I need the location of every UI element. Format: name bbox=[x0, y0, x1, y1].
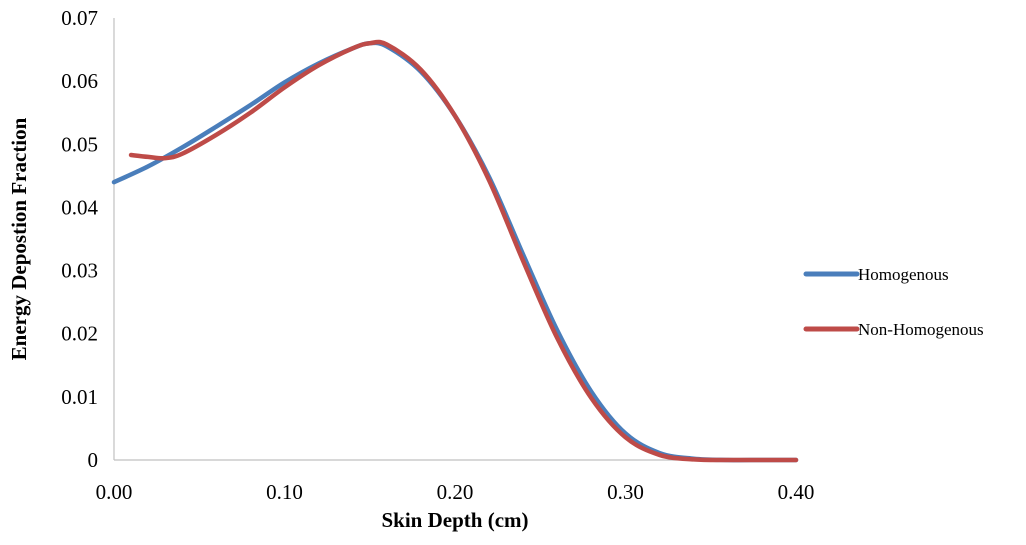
legend: Homogenous Non-Homogenous bbox=[803, 265, 984, 339]
x-tick-label: 0.40 bbox=[778, 480, 815, 504]
x-axis: 0.00 0.10 0.20 0.30 0.40 Skin Depth (cm) bbox=[96, 459, 815, 532]
legend-label-non-homogenous: Non-Homogenous bbox=[858, 320, 984, 339]
legend-label-homogenous: Homogenous bbox=[858, 265, 949, 284]
legend-entry-homogenous: Homogenous bbox=[803, 265, 949, 284]
y-tick-label: 0 bbox=[88, 448, 99, 472]
x-tick-label: 0.00 bbox=[96, 480, 133, 504]
y-tick-labels: 0 0.01 0.02 0.03 0.04 0.05 0.06 0.07 bbox=[61, 6, 98, 472]
y-tick-label: 0.03 bbox=[61, 259, 98, 283]
y-tick-label: 0.01 bbox=[61, 385, 98, 409]
x-tick-label: 0.30 bbox=[607, 480, 644, 504]
y-tick-label: 0.06 bbox=[61, 69, 98, 93]
y-tick-label: 0.02 bbox=[61, 322, 98, 346]
series-line-non-homogenous bbox=[128, 39, 799, 463]
plot-area bbox=[111, 39, 799, 463]
x-tick-label: 0.20 bbox=[437, 480, 474, 504]
y-tick-label: 0.07 bbox=[61, 6, 98, 30]
x-axis-title: Skin Depth (cm) bbox=[381, 508, 528, 532]
y-tick-label: 0.04 bbox=[61, 195, 98, 219]
y-axis-title: Energy Depostion Fraction bbox=[7, 117, 31, 360]
x-tick-labels: 0.00 0.10 0.20 0.30 0.40 bbox=[96, 480, 815, 504]
legend-entry-non-homogenous: Non-Homogenous bbox=[803, 320, 984, 339]
series-line-homogenous bbox=[111, 40, 799, 463]
x-tick-label: 0.10 bbox=[266, 480, 303, 504]
y-axis: 0 0.01 0.02 0.03 0.04 0.05 0.06 0.07 Energy Dep… bbox=[7, 6, 115, 472]
y-tick-label: 0.05 bbox=[61, 132, 98, 156]
